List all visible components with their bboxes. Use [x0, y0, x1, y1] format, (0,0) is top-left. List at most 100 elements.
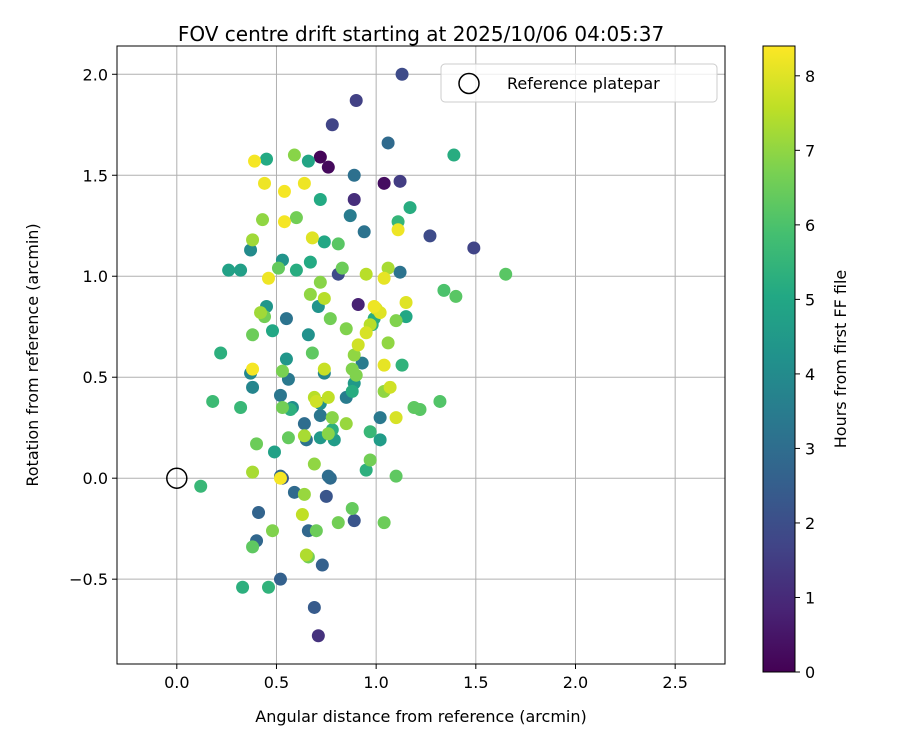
data-point [246, 233, 260, 247]
data-point [309, 394, 323, 408]
data-point [265, 524, 279, 538]
data-point [313, 275, 327, 289]
data-point [299, 548, 313, 562]
colorbar-tick-label: 2 [805, 514, 815, 533]
data-point [363, 453, 377, 467]
data-point [303, 287, 317, 301]
x-tick-label: 1.5 [463, 673, 488, 692]
data-point [373, 433, 387, 447]
data-point [321, 160, 335, 174]
colorbar-tick-label: 0 [805, 663, 815, 682]
data-point [313, 150, 327, 164]
colorbar-gradient [762, 45, 796, 673]
x-tick-label: 2.0 [563, 673, 588, 692]
data-point [246, 380, 260, 394]
chart-title: FOV centre drift starting at 2025/10/06 … [178, 22, 664, 46]
data-point [244, 243, 258, 257]
grid-lines [117, 46, 725, 664]
data-point [389, 469, 403, 483]
data-point [395, 358, 409, 372]
y-axis-label: Rotation from reference (arcmin) [23, 223, 42, 486]
data-point [305, 346, 319, 360]
data-point [323, 312, 337, 326]
data-point [499, 267, 513, 281]
data-point [325, 118, 339, 132]
data-point [289, 263, 303, 277]
y-tick-label: 1.5 [83, 166, 108, 185]
data-point [206, 394, 220, 408]
data-point [351, 338, 365, 352]
data-point [273, 471, 287, 485]
data-point [347, 192, 361, 206]
data-point [399, 295, 413, 309]
data-point [265, 324, 279, 338]
legend-label: Reference platepar [507, 74, 660, 93]
data-point [317, 362, 331, 376]
data-point [277, 215, 291, 229]
colorbar-ticks: 0 1 2 3 4 5 6 7 8 [795, 67, 815, 682]
x-axis-ticks: 0.0 0.5 1.0 1.5 2.0 2.5 [164, 664, 688, 692]
data-point [281, 431, 295, 445]
data-point [313, 192, 327, 206]
data-points [194, 67, 513, 643]
x-tick-label: 0.0 [164, 673, 189, 692]
data-point [407, 401, 421, 415]
data-point [447, 148, 461, 162]
data-point [367, 300, 381, 314]
data-point [389, 314, 403, 328]
data-point [260, 152, 274, 166]
y-tick-label: 1.0 [83, 267, 108, 286]
data-point [289, 211, 303, 225]
data-point [403, 201, 417, 215]
data-point [317, 291, 331, 305]
data-point [252, 506, 266, 520]
data-point [321, 427, 335, 441]
data-point [381, 336, 395, 350]
data-point [395, 67, 409, 81]
data-point [449, 289, 463, 303]
data-point [381, 261, 395, 275]
data-point [273, 388, 287, 402]
data-point [287, 148, 301, 162]
colorbar-tick-label: 4 [805, 365, 815, 384]
data-point [256, 213, 270, 227]
data-point [307, 457, 321, 471]
colorbar-tick-label: 6 [805, 216, 815, 235]
colorbar-tick-label: 5 [805, 290, 815, 309]
data-point [377, 176, 391, 190]
data-point [234, 263, 248, 277]
reference-point-marker [166, 467, 188, 489]
y-tick-label: 0.5 [83, 368, 108, 387]
data-point [377, 358, 391, 372]
x-axis-label: Angular distance from reference (arcmin) [255, 707, 586, 726]
data-point [313, 409, 327, 423]
data-point [246, 362, 260, 376]
y-tick-label: 0.0 [83, 469, 108, 488]
data-point [357, 225, 371, 239]
data-point [343, 209, 357, 223]
data-point [355, 356, 369, 370]
y-tick-label: −0.5 [69, 570, 108, 589]
data-point [250, 437, 264, 451]
data-point [279, 352, 293, 366]
data-point [248, 154, 262, 168]
data-point [467, 241, 481, 255]
data-point [321, 469, 335, 483]
colorbar-tick-label: 7 [805, 141, 815, 160]
colorbar-tick-label: 8 [805, 67, 815, 86]
data-point [246, 328, 260, 342]
data-point [359, 326, 373, 340]
data-point [297, 429, 311, 443]
data-point [391, 223, 405, 237]
data-point [309, 524, 323, 538]
colorbar-label: Hours from first FF file [831, 270, 850, 449]
data-point [301, 154, 315, 168]
data-point [273, 572, 287, 586]
data-point [277, 184, 291, 198]
data-point [279, 312, 293, 326]
data-point [393, 174, 407, 188]
data-point [325, 411, 339, 425]
data-point [321, 390, 335, 404]
data-point [393, 265, 407, 279]
data-point [267, 445, 281, 459]
